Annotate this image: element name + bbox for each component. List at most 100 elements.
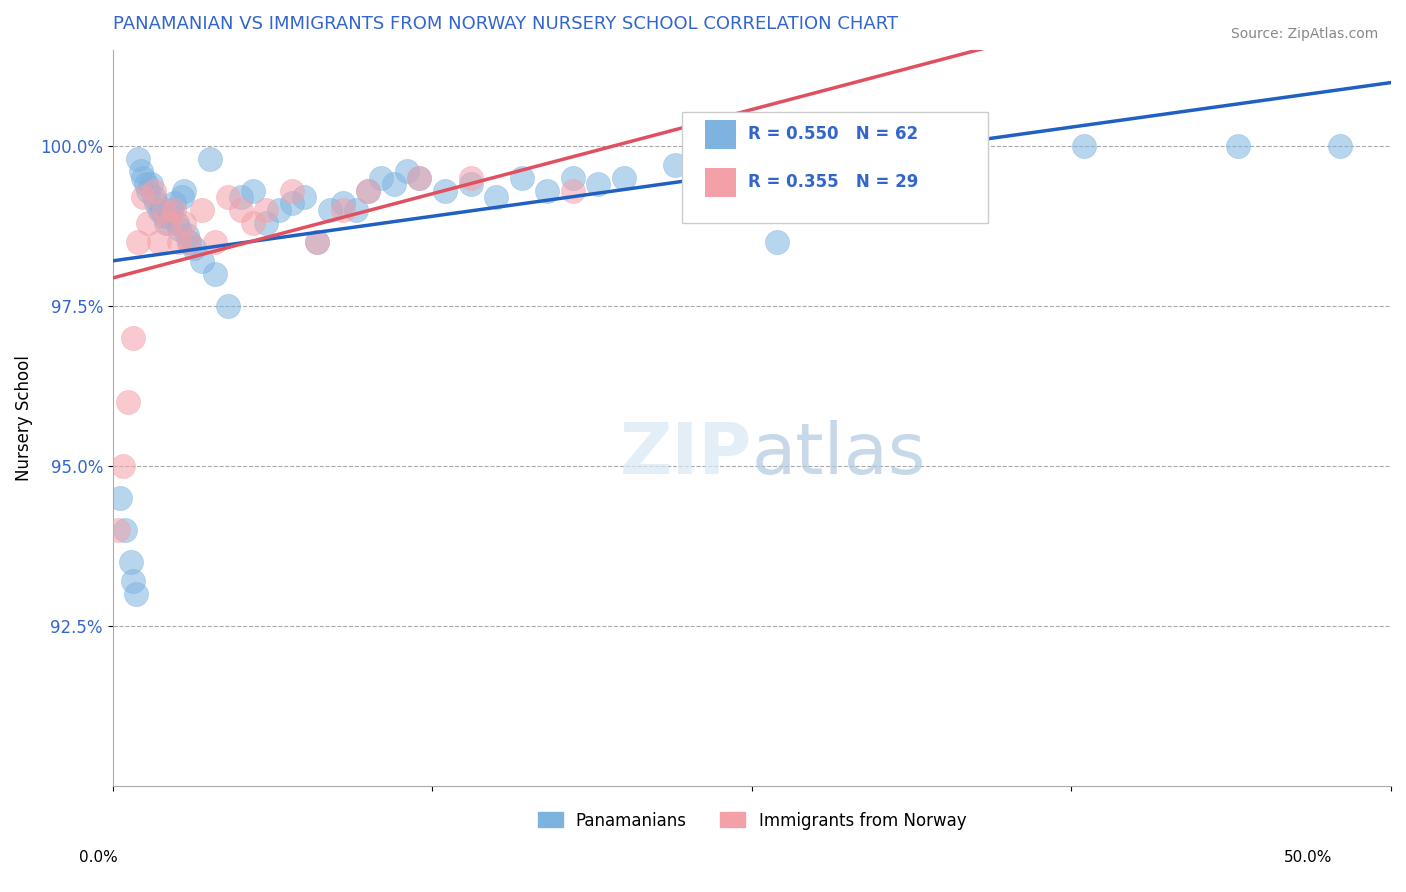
Point [1226,138,1249,153]
Y-axis label: Nursery School: Nursery School [15,355,32,481]
Point [163,196,186,211]
Point [332,196,354,211]
Point [127,235,149,249]
Point [561,170,583,185]
Point [357,184,380,198]
FancyBboxPatch shape [704,168,737,197]
Point [204,267,226,281]
Point [179,235,201,249]
Point [1329,138,1351,153]
Point [716,164,738,178]
Point [485,190,508,204]
Point [173,216,195,230]
Point [254,202,277,217]
Point [198,152,221,166]
Point [332,202,354,217]
Point [142,190,165,204]
Point [160,202,183,217]
Point [280,196,302,211]
FancyBboxPatch shape [704,120,737,149]
Point [122,331,145,345]
Text: ZIP: ZIP [620,420,752,489]
Point [150,202,173,217]
Point [176,228,198,243]
Point [153,202,176,217]
Point [588,178,610,192]
Point [114,523,136,537]
Text: R = 0.550   N = 62: R = 0.550 N = 62 [748,126,918,144]
Text: 50.0%: 50.0% [1284,850,1331,865]
Point [280,184,302,198]
Point [434,184,457,198]
Point [817,138,839,153]
Point [107,523,129,537]
Point [357,184,380,198]
Point [142,184,165,198]
Point [370,170,392,185]
Point [122,574,145,588]
Point [307,235,329,249]
Point [166,216,188,230]
Point [179,235,201,249]
Point [817,152,839,166]
Text: atlas: atlas [752,420,927,489]
Point [120,555,142,569]
Point [129,164,152,178]
Point [132,170,155,185]
Point [127,152,149,166]
Text: R = 0.355   N = 29: R = 0.355 N = 29 [748,173,918,191]
Point [766,235,789,249]
Point [111,458,134,473]
Point [242,216,264,230]
Point [191,254,214,268]
Point [254,216,277,230]
Point [138,216,160,230]
Point [869,158,891,172]
Point [344,202,367,217]
Point [132,190,155,204]
Point [148,202,170,217]
Point [191,202,214,217]
Point [157,209,180,223]
Point [138,184,160,198]
Point [145,196,167,211]
Legend: Panamanians, Immigrants from Norway: Panamanians, Immigrants from Norway [531,805,973,837]
Point [395,164,418,178]
Point [408,170,430,185]
Point [124,587,146,601]
Point [135,178,157,192]
Point [170,190,193,204]
Point [460,170,482,185]
Point [155,216,177,230]
Text: Source: ZipAtlas.com: Source: ZipAtlas.com [1230,27,1378,41]
Point [267,202,290,217]
Point [664,158,686,172]
Point [294,190,316,204]
Point [110,491,132,505]
Point [1073,138,1095,153]
Point [117,394,139,409]
Point [183,241,205,255]
Point [382,178,405,192]
Point [173,184,195,198]
Point [229,190,252,204]
Point [217,299,239,313]
Text: 0.0%: 0.0% [79,850,118,865]
Point [157,216,180,230]
Point [148,235,170,249]
Point [307,235,329,249]
FancyBboxPatch shape [682,112,988,223]
Point [319,202,342,217]
Point [408,170,430,185]
Point [163,202,186,217]
Point [510,170,533,185]
Point [153,209,176,223]
Point [536,184,558,198]
Point [613,170,636,185]
Text: PANAMANIAN VS IMMIGRANTS FROM NORWAY NURSERY SCHOOL CORRELATION CHART: PANAMANIAN VS IMMIGRANTS FROM NORWAY NUR… [112,15,898,33]
Point [460,178,482,192]
Point [167,235,190,249]
Point [217,190,239,204]
Point [167,222,190,236]
Point [204,235,226,249]
